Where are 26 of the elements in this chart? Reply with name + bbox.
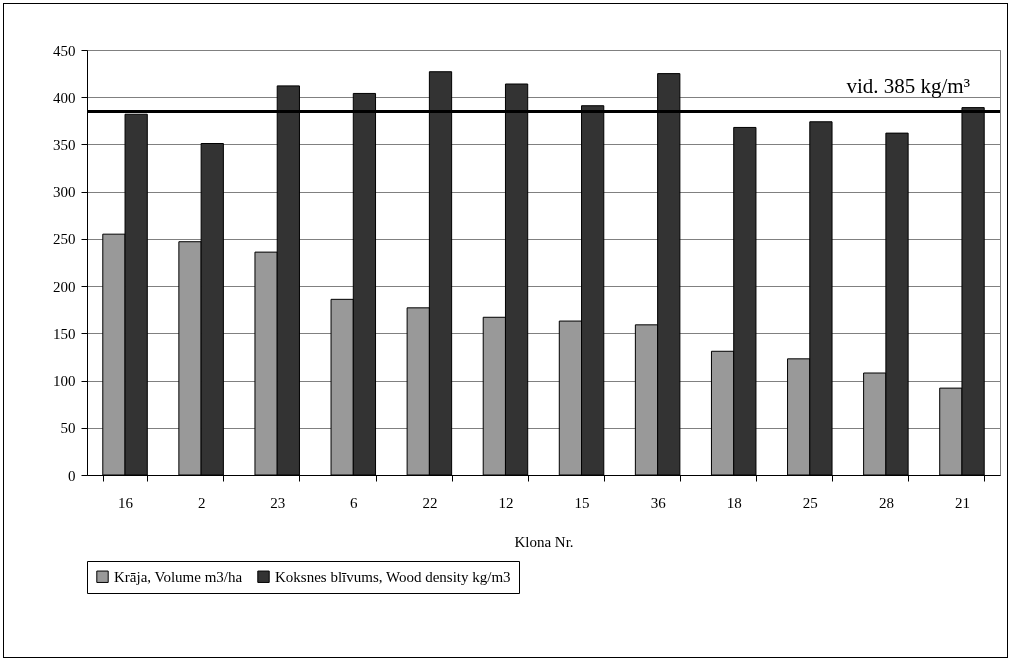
legend-label: Krāja, Volume m3/ha <box>114 568 243 585</box>
x-tick-label: 36 <box>650 494 667 511</box>
x-tick-label: 6 <box>350 494 359 511</box>
y-tick-label: 350 <box>53 136 76 153</box>
y-tick-label: 150 <box>53 325 76 342</box>
x-tick-label: 28 <box>878 494 894 511</box>
x-tick-label: 18 <box>726 494 742 511</box>
y-tick-label: 100 <box>53 373 76 390</box>
x-tick-label: 2 <box>197 494 206 511</box>
y-tick-label: 300 <box>53 184 76 201</box>
y-tick-label: 400 <box>53 89 76 106</box>
x-tick-label: 16 <box>118 494 134 511</box>
y-tick-label: 450 <box>53 42 76 59</box>
legend-label: Koksnes blīvums, Wood density kg/m3 <box>275 568 511 585</box>
x-axis-title: Klona Nr. <box>514 533 574 550</box>
x-tick-label: 21 <box>954 494 970 511</box>
x-tick-label: 15 <box>574 494 590 511</box>
y-tick-label: 250 <box>53 231 76 248</box>
y-tick-label: 200 <box>53 278 76 295</box>
x-tick-label: 12 <box>498 494 514 511</box>
y-tick-label: 50 <box>60 420 76 437</box>
x-tick-label: 22 <box>422 494 438 511</box>
x-tick-label: 25 <box>802 494 818 511</box>
ref-line-label: vid. 385 kg/m³ <box>846 74 970 99</box>
y-tick-label: 0 <box>68 467 76 484</box>
x-tick-label: 23 <box>270 494 286 511</box>
